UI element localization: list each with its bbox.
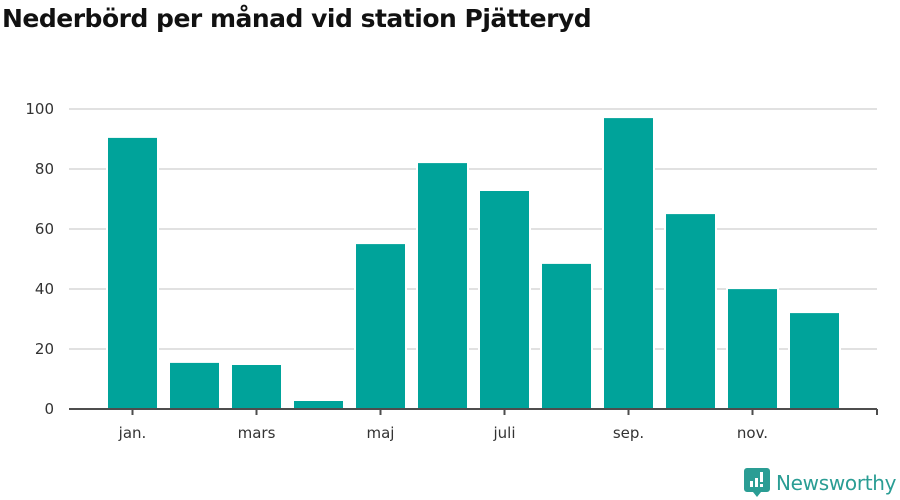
- bar-nov: [726, 287, 779, 411]
- brand-logo: Newsworthy: [744, 468, 897, 498]
- x-tick-label: maj: [367, 424, 395, 442]
- y-tick-label: 0: [44, 400, 54, 418]
- bar-juli: [478, 189, 531, 410]
- y-tick-label: 100: [25, 100, 54, 118]
- x-tick-label: sep.: [613, 424, 644, 442]
- bar-dec: [788, 311, 841, 411]
- x-tick-label: jan.: [118, 424, 147, 442]
- newsworthy-logo-icon: [744, 468, 770, 497]
- bar-mars: [230, 363, 283, 410]
- x-tick-label: juli: [492, 424, 515, 442]
- brand-name: Newsworthy: [776, 471, 897, 495]
- bar-apr: [292, 399, 345, 410]
- x-tick-label: nov.: [737, 424, 768, 442]
- y-tick-label: 20: [35, 340, 54, 358]
- bar-feb: [168, 360, 221, 410]
- chart-title: Nederbörd per månad vid station Pjättery…: [2, 4, 592, 33]
- bar-jan: [106, 135, 159, 410]
- x-tick-label: mars: [238, 424, 276, 442]
- x-axis: jan. mars maj juli sep. nov.: [69, 408, 878, 442]
- y-tick-label: 80: [35, 160, 54, 178]
- bar-juni: [416, 161, 469, 410]
- bar-aug: [540, 261, 593, 410]
- bar-maj: [354, 242, 407, 410]
- y-axis-labels: 0 20 40 60 80 100: [25, 100, 54, 418]
- bar-sep: [602, 116, 655, 410]
- y-tick-label: 60: [35, 220, 54, 238]
- y-tick-label: 40: [35, 280, 54, 298]
- bars: [106, 116, 841, 411]
- bar-okt: [664, 212, 717, 410]
